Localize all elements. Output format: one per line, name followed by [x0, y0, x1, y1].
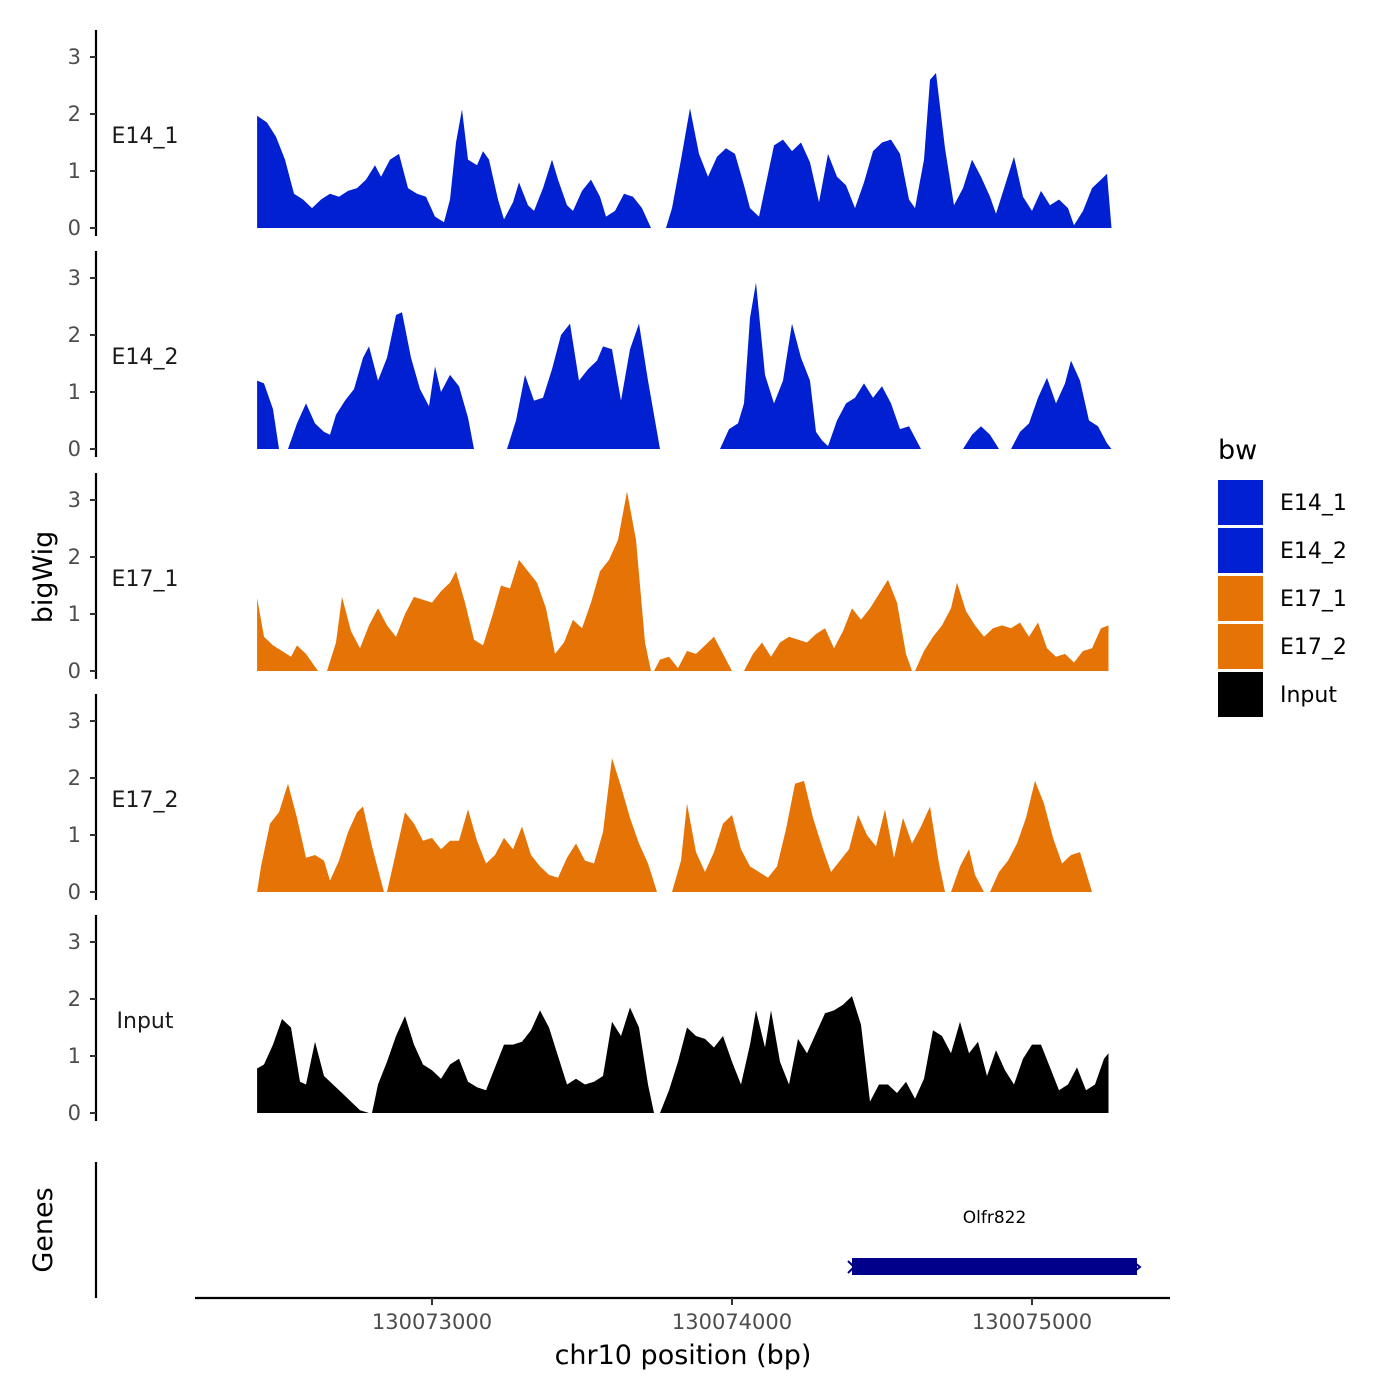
coverage-area-Input: [660, 996, 1109, 1113]
coverage-area-E14_2: [720, 282, 921, 449]
legend-swatch: [1218, 576, 1263, 621]
x-axis-title: chr10 position (bp): [555, 1340, 812, 1371]
y-tick-label: 2: [68, 102, 81, 126]
genes-track: Genes Olfr822: [28, 1162, 1142, 1298]
gene-strand-arrow-right: [1134, 1262, 1142, 1272]
track-E14_2: 0 1 2 3 E14_2: [68, 251, 1112, 461]
coverage-area-E17_1: [654, 636, 732, 671]
gene-strand-arrow-left: [847, 1260, 856, 1274]
coverage-area-E14_2: [507, 323, 660, 449]
gene-label: Olfr822: [963, 1208, 1027, 1228]
y-tick-label: 0: [68, 880, 81, 904]
genes-axis-title: Genes: [28, 1187, 59, 1272]
y-tick-label: 0: [68, 216, 81, 240]
coverage-area-E17_2: [990, 780, 1092, 892]
legend-label: E14_1: [1280, 491, 1347, 516]
coverage-area-E17_2: [387, 758, 657, 892]
coverage-area-E17_1: [257, 598, 318, 671]
track-label: E14_1: [112, 124, 179, 149]
y-tick-label: 3: [68, 709, 81, 733]
legend-label: Input: [1280, 683, 1337, 708]
x-axis: 130073000 130074000 130075000: [195, 1296, 1170, 1334]
gene-body: [852, 1258, 1137, 1275]
y-tick-label: 2: [68, 987, 81, 1011]
coverage-area-E17_2: [672, 780, 945, 892]
track-E17_1: 0 1 2 3 E17_1: [68, 473, 1109, 683]
x-tick-label: 130075000: [972, 1310, 1092, 1334]
y-tick-label: 1: [68, 823, 81, 847]
track-E17_2: 0 1 2 3 E17_2: [68, 694, 1092, 904]
legend: bw E14_1 E14_2 E17_1 E17_2 Input: [1218, 435, 1347, 717]
coverage-area-E14_2: [257, 380, 279, 449]
legend-swatch: [1218, 528, 1263, 573]
x-tick-label: 130074000: [672, 1310, 792, 1334]
coverage-area-E14_1: [666, 73, 1112, 228]
legend-label: E14_2: [1280, 539, 1347, 564]
y-tick-label: 0: [68, 1101, 81, 1125]
coverage-area-E17_1: [744, 579, 912, 671]
legend-label: E17_2: [1280, 635, 1347, 660]
y-tick-label: 2: [68, 766, 81, 790]
legend-title: bw: [1218, 435, 1257, 466]
legend-label: E17_1: [1280, 587, 1347, 612]
y-tick-label: 3: [68, 488, 81, 512]
y-tick-label: 1: [68, 1044, 81, 1068]
y-tick-label: 2: [68, 545, 81, 569]
coverage-area-E14_2: [963, 426, 999, 449]
coverage-area-E17_2: [257, 783, 384, 892]
y-tick-label: 3: [68, 930, 81, 954]
legend-swatch: [1218, 480, 1263, 525]
legend-swatch: [1218, 624, 1263, 669]
x-tick-label: 130073000: [372, 1310, 492, 1334]
y-tick-label: 0: [68, 659, 81, 683]
y-tick-label: 1: [68, 602, 81, 626]
y-tick-label: 2: [68, 323, 81, 347]
track-label: E17_1: [112, 567, 179, 592]
track-Input: 0 1 2 3 Input: [68, 915, 1109, 1125]
track-label: E17_2: [112, 788, 179, 813]
coverage-area-E17_2: [951, 849, 984, 892]
coverage-area-E14_2: [1011, 360, 1112, 449]
legend-swatch: [1218, 672, 1263, 717]
y-tick-label: 1: [68, 380, 81, 404]
track-E14_1: 0 1 2 3 E14_1: [68, 30, 1112, 240]
track-label: E14_2: [112, 345, 179, 370]
coverage-area-E14_2: [288, 312, 474, 449]
track-label: Input: [117, 1009, 174, 1034]
coverage-area-E17_1: [915, 582, 1109, 671]
coverage-area-Input: [372, 1007, 654, 1113]
tracks-group: 0 1 2 3 E14_1 0 1 2 3 E14_2 0 1 2 3 E17_1 0 1 2 3 E17_2 0 1 2 3…: [68, 30, 1112, 1125]
y-tick-label: 3: [68, 266, 81, 290]
y-axis-title: bigWig: [28, 531, 59, 624]
y-tick-label: 1: [68, 159, 81, 183]
coverage-area-Input: [257, 1019, 369, 1113]
coverage-area-E17_1: [327, 491, 651, 671]
y-tick-label: 0: [68, 437, 81, 461]
coverage-area-E14_1: [257, 109, 651, 228]
y-tick-label: 3: [68, 45, 81, 69]
